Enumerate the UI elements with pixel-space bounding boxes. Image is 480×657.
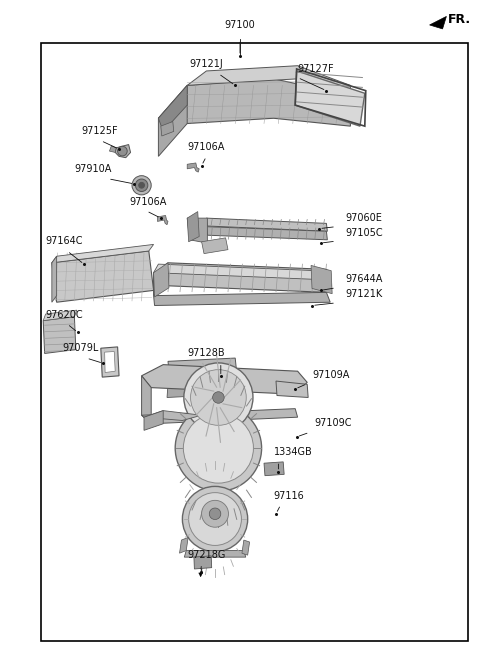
Circle shape	[135, 179, 148, 191]
Polygon shape	[142, 365, 307, 394]
Text: 97644A: 97644A	[346, 274, 383, 284]
Text: 97620C: 97620C	[46, 310, 83, 320]
Circle shape	[139, 183, 144, 188]
Polygon shape	[430, 16, 446, 29]
Polygon shape	[311, 265, 332, 294]
Polygon shape	[187, 212, 199, 242]
Polygon shape	[52, 256, 57, 302]
Polygon shape	[144, 411, 163, 430]
Text: 97121J: 97121J	[190, 59, 223, 69]
Text: 97109C: 97109C	[314, 419, 352, 428]
Polygon shape	[101, 347, 119, 377]
Polygon shape	[52, 251, 154, 302]
Polygon shape	[43, 310, 77, 321]
Polygon shape	[168, 358, 238, 384]
Polygon shape	[264, 462, 284, 476]
Text: 97910A: 97910A	[74, 164, 112, 174]
Text: 97125F: 97125F	[82, 126, 118, 136]
Polygon shape	[242, 540, 250, 555]
Polygon shape	[154, 263, 169, 297]
Text: 97106A: 97106A	[188, 143, 225, 152]
Bar	[41, 43, 468, 641]
Circle shape	[184, 363, 253, 432]
Circle shape	[213, 392, 224, 403]
Polygon shape	[199, 573, 203, 577]
Circle shape	[202, 501, 228, 527]
Text: 97116: 97116	[274, 491, 304, 501]
Polygon shape	[142, 409, 298, 424]
Polygon shape	[194, 556, 212, 569]
Circle shape	[183, 413, 253, 483]
Polygon shape	[276, 381, 308, 397]
Text: 97164C: 97164C	[46, 237, 83, 246]
Polygon shape	[109, 146, 116, 152]
Polygon shape	[184, 551, 246, 557]
Polygon shape	[43, 317, 76, 353]
Text: 1334GB: 1334GB	[274, 447, 312, 457]
Polygon shape	[52, 244, 154, 263]
Polygon shape	[157, 215, 168, 225]
Polygon shape	[158, 79, 350, 126]
Polygon shape	[187, 66, 350, 95]
Polygon shape	[115, 145, 131, 158]
Polygon shape	[180, 537, 188, 553]
Polygon shape	[154, 263, 331, 296]
Polygon shape	[105, 351, 115, 373]
Polygon shape	[154, 264, 317, 279]
Polygon shape	[154, 292, 330, 306]
Text: 97060E: 97060E	[346, 214, 383, 223]
Polygon shape	[144, 411, 202, 420]
Text: 97100: 97100	[225, 20, 255, 30]
Polygon shape	[206, 218, 327, 231]
Circle shape	[209, 508, 221, 520]
Polygon shape	[206, 227, 327, 240]
Text: 97128B: 97128B	[188, 348, 225, 358]
Circle shape	[118, 147, 127, 156]
Text: 97218G: 97218G	[187, 550, 226, 560]
Circle shape	[132, 175, 151, 195]
Polygon shape	[158, 85, 187, 131]
Text: 97109A: 97109A	[312, 370, 349, 380]
Text: 97105C: 97105C	[346, 228, 383, 238]
Text: 97079L: 97079L	[62, 344, 99, 353]
Circle shape	[189, 493, 241, 545]
Circle shape	[175, 405, 262, 491]
Polygon shape	[161, 122, 174, 136]
Circle shape	[182, 486, 248, 552]
Text: 97121K: 97121K	[346, 289, 383, 299]
Polygon shape	[187, 163, 199, 172]
Polygon shape	[202, 238, 228, 254]
Polygon shape	[295, 71, 365, 126]
Text: FR.: FR.	[448, 13, 471, 26]
Polygon shape	[187, 218, 207, 243]
Polygon shape	[142, 376, 151, 424]
Circle shape	[191, 370, 246, 425]
Text: 97106A: 97106A	[130, 197, 167, 207]
Polygon shape	[158, 85, 187, 156]
Text: 97127F: 97127F	[298, 64, 334, 74]
Polygon shape	[167, 381, 235, 397]
